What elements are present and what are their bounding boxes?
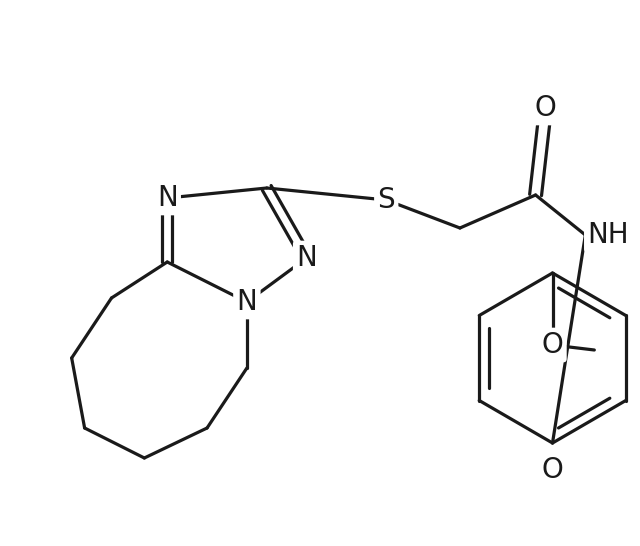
Text: N: N — [157, 184, 178, 212]
Text: S: S — [378, 186, 395, 214]
Text: NH: NH — [588, 221, 629, 249]
Text: O: O — [534, 94, 556, 122]
Text: O: O — [541, 331, 563, 359]
Text: O: O — [541, 456, 563, 484]
Text: N: N — [296, 244, 317, 272]
Text: N: N — [237, 288, 257, 316]
